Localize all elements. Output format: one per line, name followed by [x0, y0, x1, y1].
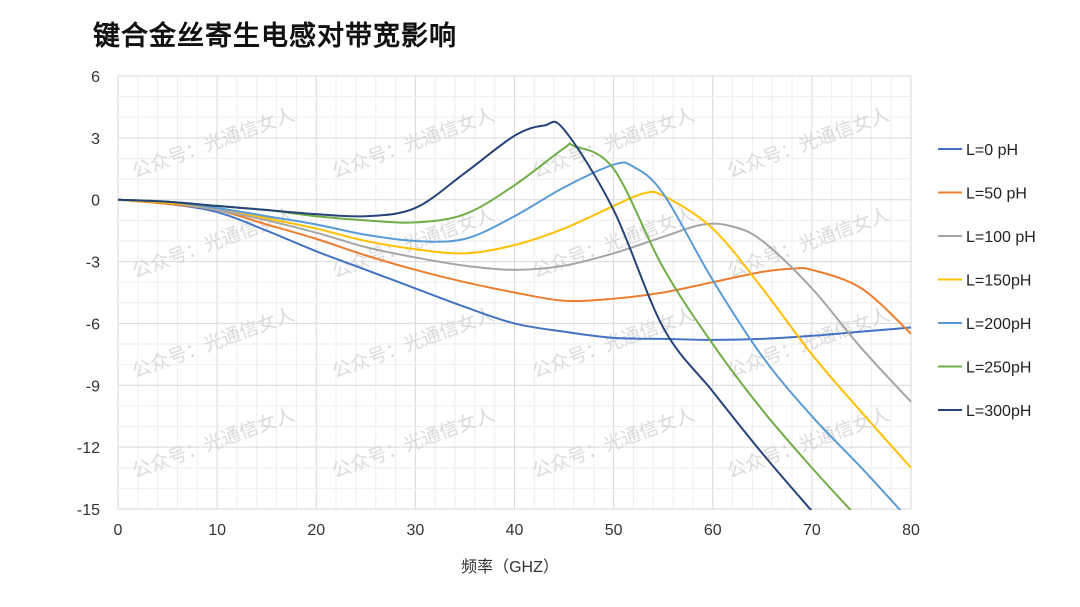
legend-label: L=100 pH [966, 229, 1036, 246]
x-tick-label: 50 [605, 522, 623, 539]
y-tick-label: 3 [91, 131, 100, 148]
legend-label: L=300pH [966, 403, 1031, 420]
legend-item: L=100 pH [938, 229, 1036, 246]
legend-item: L=50 pH [938, 186, 1027, 203]
x-tick-label: 60 [704, 522, 722, 539]
watermark-text: 公众号：光通信女人 [329, 404, 497, 483]
y-tick-label: 6 [91, 69, 100, 86]
x-tick-label: 0 [114, 522, 123, 539]
legend: L=0 pH L=50 pH L=100 pH L=150pH L=200pH L=250… [938, 142, 1036, 420]
legend-item: L=300pH [938, 403, 1031, 420]
legend-item: L=250pH [938, 360, 1031, 377]
y-tick-label: -12 [77, 440, 100, 457]
watermark-text: 公众号：光通信女人 [129, 304, 297, 383]
watermark-text: 公众号：光通信女人 [329, 304, 497, 383]
x-tick-label: 80 [902, 522, 920, 539]
watermark-text: 公众号：光通信女人 [724, 304, 892, 383]
legend-label: L=250pH [966, 360, 1031, 377]
watermark-text: 公众号：光通信女人 [329, 104, 497, 183]
legend-label: L=200pH [966, 316, 1031, 333]
legend-item: L=150pH [938, 273, 1031, 290]
y-tick-label: -3 [86, 255, 100, 272]
x-tick-label: 30 [406, 522, 424, 539]
x-tick-label: 70 [803, 522, 821, 539]
x-axis-label: 频率（GHZ） [461, 558, 559, 576]
x-tick-label: 40 [506, 522, 524, 539]
legend-label: L=150pH [966, 273, 1031, 290]
series-line-2 [118, 198, 912, 403]
series-line-3 [118, 190, 912, 469]
x-tick-label: 10 [208, 522, 226, 539]
watermark-text: 公众号：光通信女人 [129, 104, 297, 183]
watermark-text: 公众号：光通信女人 [724, 104, 892, 183]
chart-title: 键合金丝寄生电感对带宽影响 [93, 21, 457, 52]
series-line-0 [118, 198, 912, 341]
y-tick-label: -15 [77, 502, 100, 519]
legend-item: L=200pH [938, 316, 1031, 333]
grid [117, 75, 912, 510]
legend-item: L=0 pH [938, 142, 1018, 159]
y-tick-label: -6 [86, 316, 100, 333]
y-tick-label: 0 [91, 193, 100, 210]
watermark-text: 公众号：光通信女人 [129, 204, 297, 283]
watermarks: 公众号：光通信女人 公众号：光通信女人 公众号：光通信女人 公众号：光通信女人公众号：… [129, 104, 892, 483]
series-line-6 [118, 120, 813, 510]
series-line-1 [118, 198, 912, 335]
series-lines [118, 120, 912, 510]
legend-label: L=50 pH [966, 186, 1027, 203]
y-tick-label: -9 [86, 378, 100, 395]
legend-label: L=0 pH [966, 142, 1018, 159]
x-tick-label: 20 [307, 522, 325, 539]
watermark-text: 公众号：光通信女人 [724, 404, 892, 483]
series-line-4 [118, 161, 902, 510]
watermark-text: 公众号：光通信女人 [129, 404, 297, 483]
